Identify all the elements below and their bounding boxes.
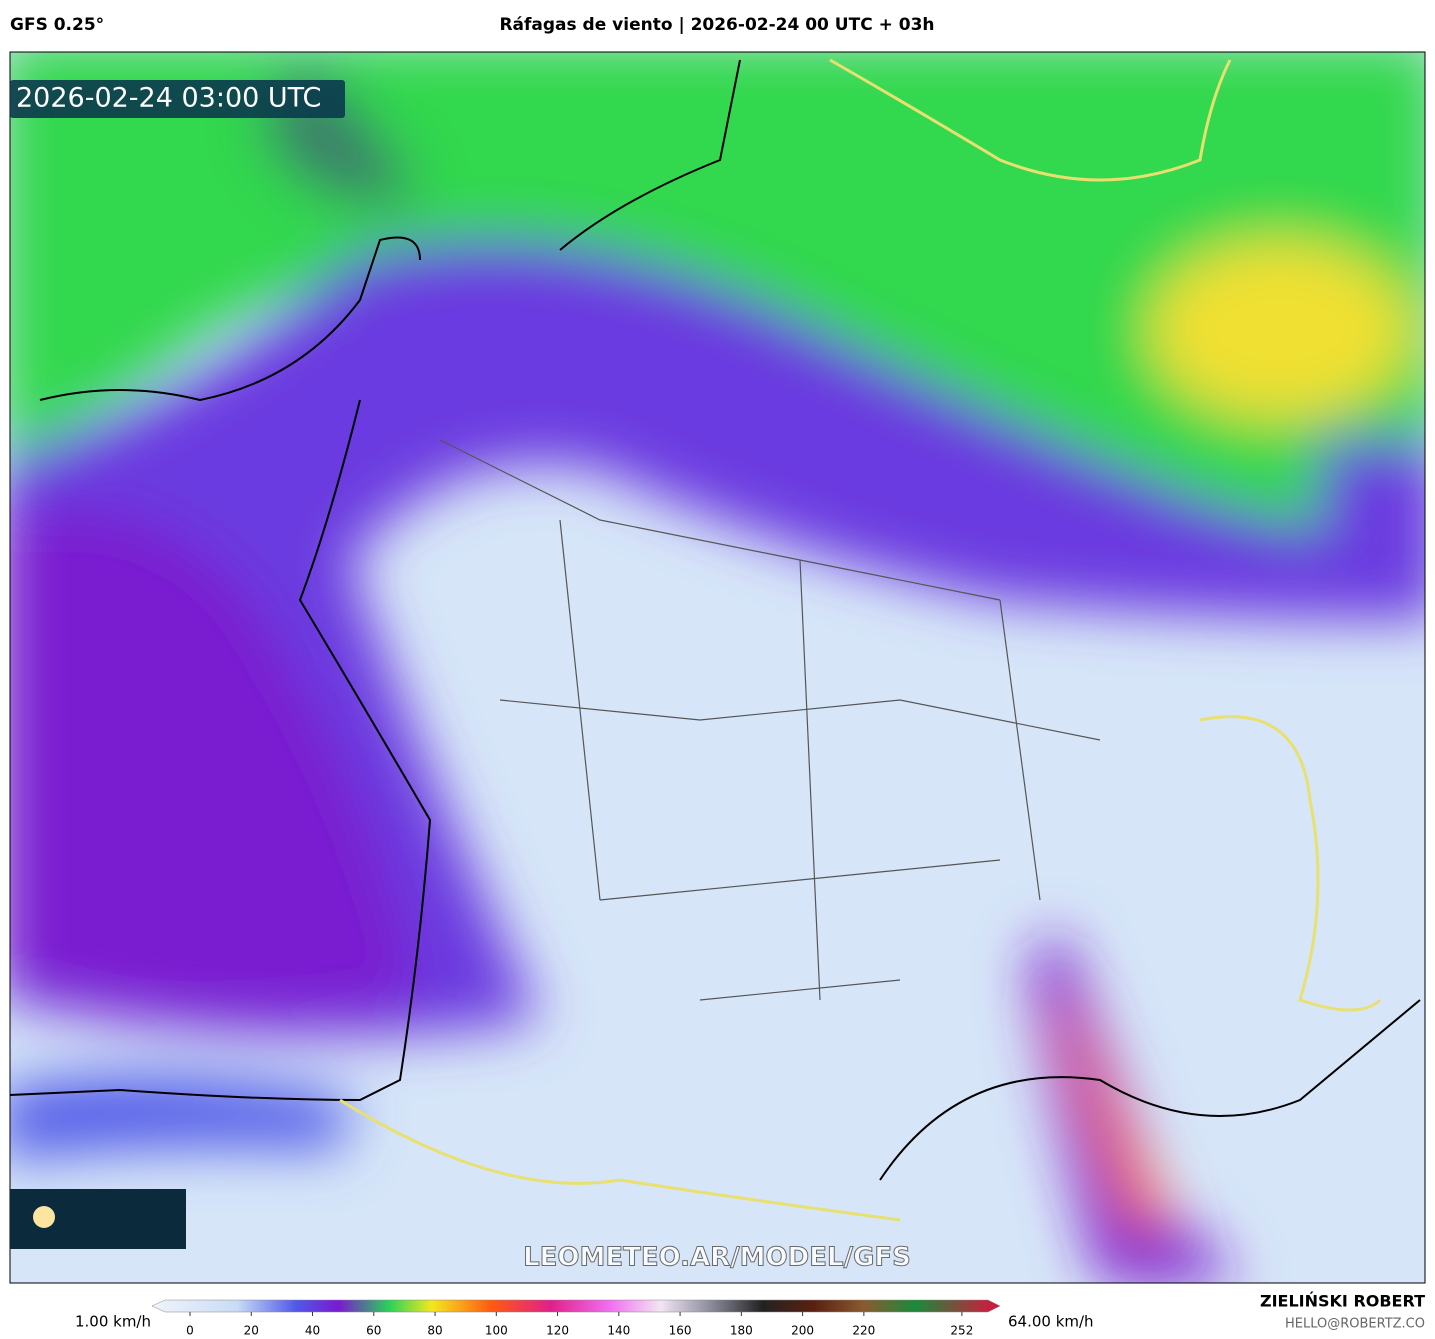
colorbar-tick-label: 160: [669, 1324, 692, 1338]
logo-sun: [33, 1206, 55, 1228]
colorbar-tick-label: 200: [791, 1324, 814, 1338]
author: ZIELIŃSKI ROBERT: [1260, 1292, 1425, 1311]
email: HELLO@ROBERTZ.CO: [1285, 1317, 1425, 1332]
colorbar: [151, 1299, 1001, 1313]
colorbar-tick-label: 80: [427, 1324, 442, 1338]
colorbar-tick-label: 180: [730, 1324, 753, 1338]
timestamp: 2026-02-24 03:00 UTC: [16, 83, 321, 114]
colorbar-min-label: 1.00 km/h: [75, 1313, 151, 1331]
timestamp-box: [10, 80, 345, 118]
colorbar-tick-label: 220: [852, 1324, 875, 1338]
model-name: GFS 0.25°: [10, 15, 104, 35]
colorbar-tick-label: 20: [244, 1324, 259, 1338]
colorbar-max-label: 64.00 km/h: [1008, 1313, 1094, 1331]
wind-field: [10, 52, 1425, 1283]
colorbar-tick-label: 120: [546, 1324, 569, 1338]
colorbar-tick-label: 40: [305, 1324, 320, 1338]
colorbar-tick-label: 140: [607, 1324, 630, 1338]
watermark: LEOMETEO.AR/MODEL/GFS: [523, 1243, 911, 1273]
colorbar-tick-label: 0: [186, 1324, 194, 1338]
chart-title: Ráfagas de viento | 2026-02-24 00 UTC + …: [499, 15, 934, 35]
colorbar-tick-label: 252: [950, 1324, 973, 1338]
colorbar-tick-label: 60: [366, 1324, 381, 1338]
colorbar-tick-label: 100: [485, 1324, 508, 1338]
